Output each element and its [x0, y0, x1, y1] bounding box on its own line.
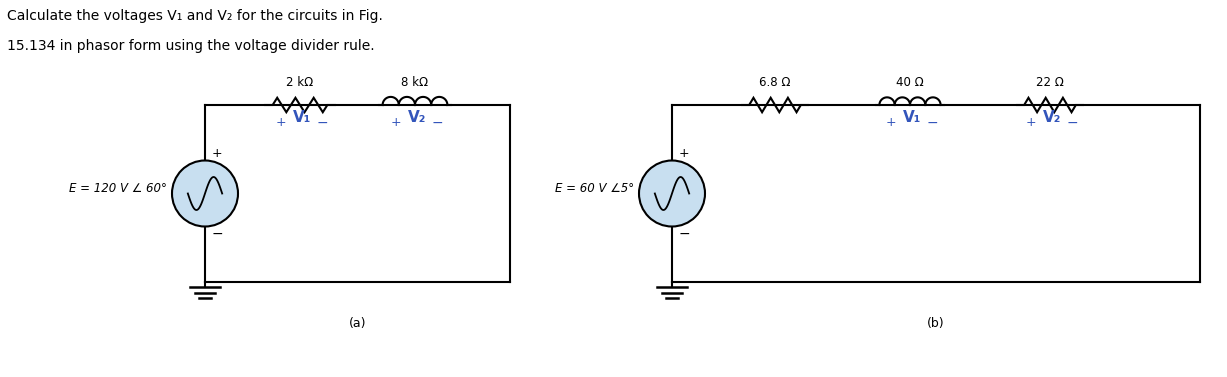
- Text: −: −: [211, 227, 223, 241]
- Text: E = 60 V ∠5°: E = 60 V ∠5°: [555, 182, 634, 195]
- Text: +: +: [212, 147, 222, 160]
- Text: −: −: [679, 227, 690, 241]
- Text: (a): (a): [348, 317, 366, 331]
- Text: 8 kΩ: 8 kΩ: [401, 76, 428, 89]
- Text: V₁: V₁: [293, 110, 312, 126]
- Text: (b): (b): [928, 317, 945, 331]
- Text: 2 kΩ: 2 kΩ: [286, 76, 314, 89]
- Text: +: +: [886, 116, 896, 130]
- Text: 15.134 in phasor form using the voltage divider rule.: 15.134 in phasor form using the voltage …: [7, 39, 374, 53]
- Text: −: −: [926, 116, 937, 130]
- Text: 6.8 Ω: 6.8 Ω: [760, 76, 790, 89]
- Text: +: +: [679, 147, 690, 160]
- Text: E = 120 V ∠ 60°: E = 120 V ∠ 60°: [69, 182, 167, 195]
- Text: V₁: V₁: [903, 110, 921, 126]
- Text: 40 Ω: 40 Ω: [896, 76, 924, 89]
- Text: +: +: [1026, 116, 1037, 130]
- Text: 22 Ω: 22 Ω: [1036, 76, 1064, 89]
- Circle shape: [639, 161, 706, 227]
- Text: Calculate the voltages V₁ and V₂ for the circuits in Fig.: Calculate the voltages V₁ and V₂ for the…: [7, 9, 383, 23]
- Text: +: +: [276, 116, 286, 130]
- Text: −: −: [317, 116, 328, 130]
- Text: −: −: [431, 116, 443, 130]
- Text: −: −: [1066, 116, 1077, 130]
- Text: V₂: V₂: [407, 110, 426, 126]
- Circle shape: [172, 161, 238, 227]
- Text: +: +: [390, 116, 401, 130]
- Text: V₂: V₂: [1043, 110, 1061, 126]
